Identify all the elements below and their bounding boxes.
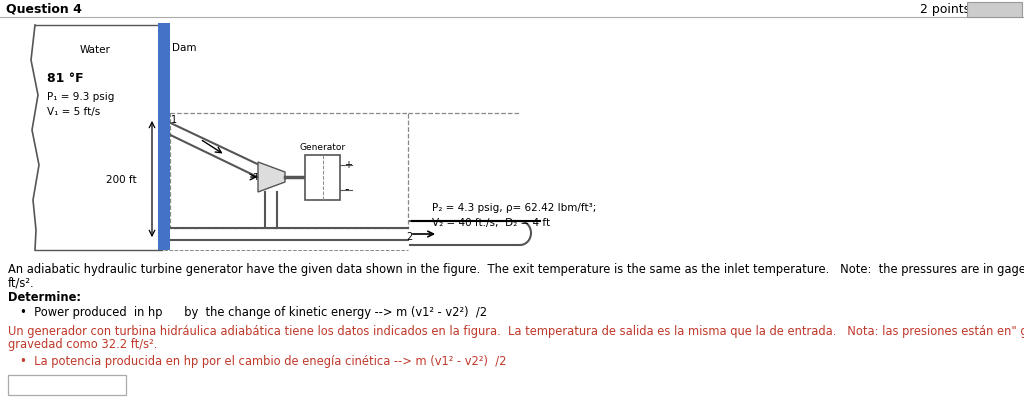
Text: Generator: Generator — [299, 143, 345, 152]
Text: 81 °F: 81 °F — [47, 72, 84, 85]
Text: 1: 1 — [171, 115, 177, 125]
Text: V₁ = 5 ft/s: V₁ = 5 ft/s — [47, 107, 100, 117]
Text: ft/s².: ft/s². — [8, 276, 35, 289]
Bar — [158, 23, 170, 250]
Text: 2 points: 2 points — [920, 3, 970, 16]
Text: Turbine: Turbine — [253, 173, 287, 181]
Bar — [170, 113, 408, 228]
Text: Save An: Save An — [971, 4, 1017, 14]
Text: •  Power produced  in hp      by  the change of kinetic energy --> m (v1² - v2²): • Power produced in hp by the change of … — [20, 306, 487, 319]
Text: gravedad como 32.2 ft/s².: gravedad como 32.2 ft/s². — [8, 338, 158, 351]
Text: Dam: Dam — [172, 43, 197, 53]
Text: +: + — [344, 160, 352, 170]
Text: -: - — [344, 184, 348, 197]
Text: •  La potencia producida en hp por el cambio de enegía cinética --> m (v1² - v2²: • La potencia producida en hp por el cam… — [20, 355, 507, 368]
Bar — [305, 155, 340, 200]
FancyBboxPatch shape — [967, 2, 1022, 17]
Text: 2: 2 — [406, 232, 413, 242]
Text: Water: Water — [80, 45, 111, 55]
Text: P₁ = 9.3 psig: P₁ = 9.3 psig — [47, 92, 115, 102]
Text: An adiabatic hydraulic turbine generator have the given data shown in the figure: An adiabatic hydraulic turbine generator… — [8, 263, 1024, 276]
Polygon shape — [258, 162, 285, 192]
Bar — [8, 375, 126, 395]
Text: Question 4: Question 4 — [6, 3, 82, 16]
Text: 200 ft: 200 ft — [106, 175, 137, 185]
Text: Determine:: Determine: — [8, 291, 81, 304]
Text: V₂ = 40 ft./s;  D₂ = 4 ft: V₂ = 40 ft./s; D₂ = 4 ft — [432, 218, 550, 228]
Text: Un generador con turbina hidráulica adiabática tiene los datos indicados en la f: Un generador con turbina hidráulica adia… — [8, 325, 1024, 338]
Text: P₂ = 4.3 psig, ρ= 62.42 lbm/ft³;: P₂ = 4.3 psig, ρ= 62.42 lbm/ft³; — [432, 203, 596, 213]
